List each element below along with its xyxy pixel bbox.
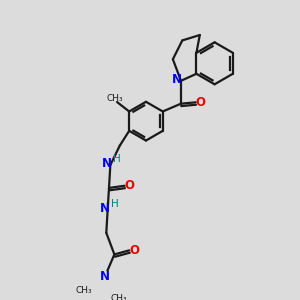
Text: CH₃: CH₃ — [76, 286, 92, 295]
Text: H: H — [113, 154, 121, 164]
Text: N: N — [172, 74, 182, 86]
Text: H: H — [111, 199, 119, 209]
Text: CH₃: CH₃ — [106, 94, 123, 103]
Text: N: N — [99, 270, 110, 283]
Text: O: O — [196, 96, 206, 109]
Text: N: N — [99, 202, 110, 215]
Text: CH₃: CH₃ — [110, 293, 127, 300]
Text: O: O — [129, 244, 139, 257]
Text: N: N — [102, 157, 112, 170]
Text: O: O — [124, 179, 134, 192]
